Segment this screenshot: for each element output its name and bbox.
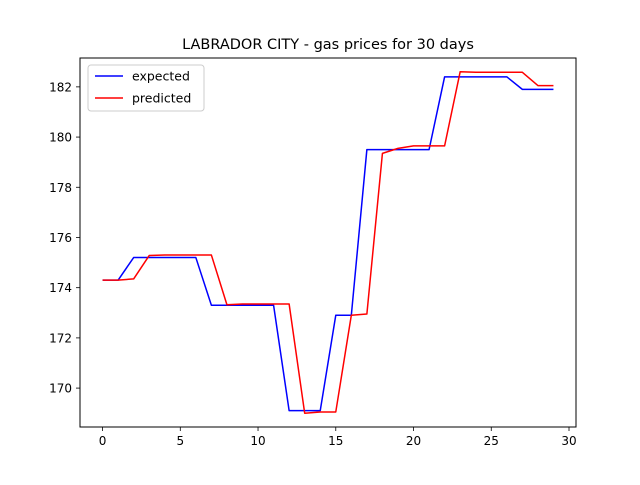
x-tick-label: 5 <box>176 434 184 448</box>
chart-title: LABRADOR CITY - gas prices for 30 days <box>182 37 474 53</box>
x-tick-label: 30 <box>561 434 576 448</box>
y-tick-label: 174 <box>49 281 72 295</box>
x-tick-label: 20 <box>406 434 421 448</box>
x-axis: 0 5 10 15 20 25 30 <box>99 427 577 448</box>
x-tick-label: 10 <box>250 434 265 448</box>
y-tick-label: 172 <box>49 331 72 345</box>
y-axis: 170 172 174 176 178 180 182 <box>49 80 80 396</box>
plot-lines <box>102 71 554 414</box>
y-tick-label: 176 <box>49 231 72 245</box>
plot-frame <box>79 57 577 428</box>
y-tick-label: 182 <box>49 80 72 94</box>
legend-label-expected: expected <box>132 69 190 84</box>
x-tick-label: 25 <box>484 434 499 448</box>
legend-label-predicted: predicted <box>132 91 191 106</box>
x-tick-label: 15 <box>328 434 343 448</box>
y-tick-label: 180 <box>49 131 72 145</box>
y-tick-label: 170 <box>49 382 72 396</box>
x-tick-label: 0 <box>99 434 107 448</box>
y-tick-label: 178 <box>49 181 72 195</box>
series-line-predicted <box>102 71 554 414</box>
legend: expected predicted <box>87 64 205 112</box>
series-line-expected <box>102 76 554 412</box>
